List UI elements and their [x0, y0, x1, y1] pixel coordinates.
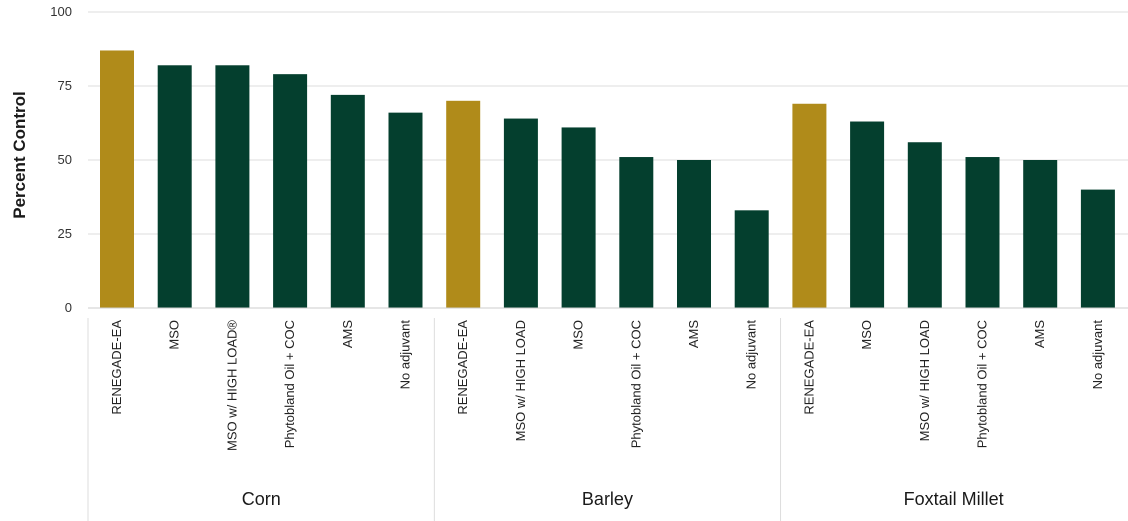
group-labels: Corn Barley Foxtail Millet	[242, 489, 1004, 509]
y-tick-label: 0	[65, 300, 72, 315]
bar	[677, 160, 711, 308]
bar	[561, 127, 596, 308]
category-label: AMS	[340, 320, 355, 349]
category-label: MSO	[859, 320, 874, 350]
y-tick-label: 75	[58, 78, 72, 93]
category-label: AMS	[1032, 320, 1047, 349]
category-label: MSO w/ HIGH LOAD®	[224, 320, 239, 451]
category-label: RENEGADE-EA	[109, 320, 124, 415]
bar	[100, 50, 134, 308]
gridlines	[88, 11, 1128, 235]
bar	[503, 118, 538, 308]
bar	[792, 103, 827, 308]
bar	[330, 94, 365, 308]
category-label: RENEGADE-EA	[801, 320, 816, 415]
bars	[100, 50, 1115, 309]
bar	[734, 210, 769, 308]
bar	[1023, 160, 1058, 308]
category-label: MSO w/ HIGH LOAD	[513, 320, 528, 441]
bar	[388, 112, 423, 308]
category-label: MSO	[571, 320, 586, 350]
category-label: Phytobland Oil + COC	[628, 320, 643, 448]
bar	[619, 157, 654, 308]
category-label: Phytobland Oil + COC	[282, 320, 297, 448]
bar	[907, 142, 942, 308]
y-tick-labels: 0 25 50 75 100	[50, 4, 72, 315]
y-tick-label: 50	[58, 152, 72, 167]
bar	[273, 74, 308, 308]
category-label: Phytobland Oil + COC	[975, 320, 990, 448]
group-label: Corn	[242, 489, 281, 509]
bar	[215, 65, 250, 308]
category-label: RENEGADE-EA	[455, 320, 470, 415]
y-tick-label: 25	[58, 226, 72, 241]
bar	[1080, 189, 1115, 308]
bar	[850, 121, 885, 309]
bar	[965, 157, 1000, 308]
category-labels: RENEGADE-EA MSO MSO w/ HIGH LOAD® Phytoblan…	[109, 320, 1105, 451]
axes	[87, 307, 1128, 521]
category-label: No adjuvant	[398, 320, 413, 390]
bar	[446, 100, 481, 308]
category-label: No adjuvant	[744, 320, 759, 390]
category-label: MSO w/ HIGH LOAD	[917, 320, 932, 441]
group-label: Foxtail Millet	[904, 489, 1004, 509]
y-tick-label: 100	[50, 4, 72, 19]
bar	[157, 65, 192, 308]
group-label: Barley	[582, 489, 633, 509]
category-label: No adjuvant	[1090, 320, 1105, 390]
category-label: AMS	[686, 320, 701, 349]
category-label: MSO	[167, 320, 182, 350]
